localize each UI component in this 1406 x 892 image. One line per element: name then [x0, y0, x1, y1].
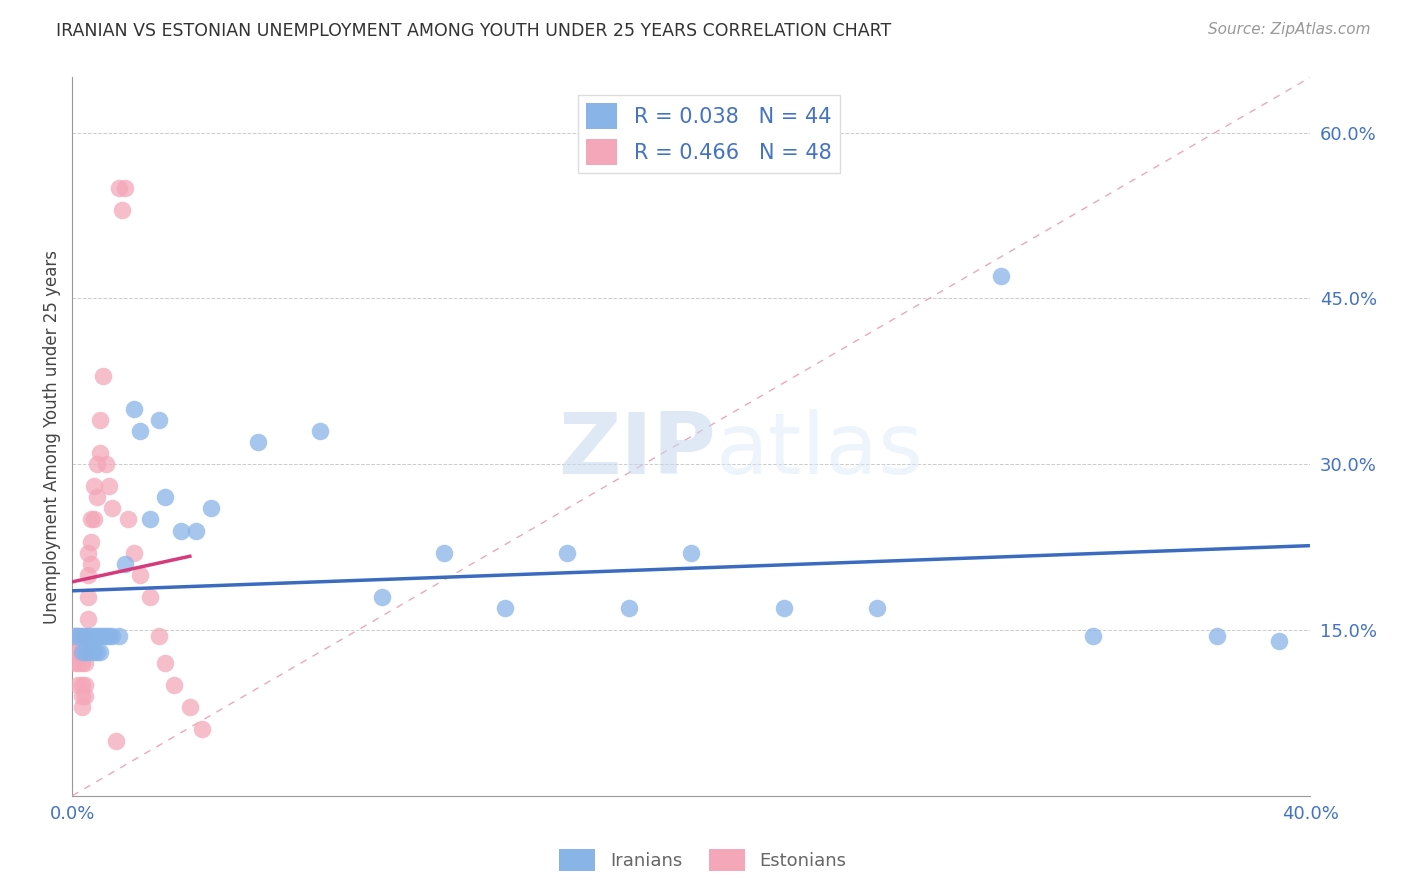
- Point: [773, 600, 796, 615]
- Point: [86, 628, 108, 642]
- Point: [73, 628, 96, 642]
- Point: [86, 457, 108, 471]
- Point: [129, 567, 152, 582]
- Point: [73, 690, 96, 704]
- Point: [83, 645, 105, 659]
- Point: [89, 446, 111, 460]
- Point: [91, 628, 114, 642]
- Point: [70, 645, 93, 659]
- Point: [138, 512, 160, 526]
- Point: [65, 656, 87, 670]
- Point: [67, 628, 90, 642]
- Text: ZIP: ZIP: [558, 409, 716, 492]
- Point: [96, 457, 118, 471]
- Point: [83, 479, 105, 493]
- Point: [432, 546, 454, 560]
- Point: [70, 690, 93, 704]
- Point: [65, 645, 87, 659]
- Point: [153, 491, 176, 505]
- Point: [179, 700, 201, 714]
- Point: [153, 656, 176, 670]
- Point: [70, 656, 93, 670]
- Point: [70, 628, 93, 642]
- Point: [1268, 634, 1291, 648]
- Point: [200, 501, 222, 516]
- Point: [122, 546, 145, 560]
- Point: [96, 628, 118, 642]
- Point: [114, 557, 136, 571]
- Point: [76, 567, 98, 582]
- Point: [80, 534, 103, 549]
- Point: [866, 600, 889, 615]
- Point: [148, 413, 170, 427]
- Point: [117, 512, 139, 526]
- Point: [67, 656, 90, 670]
- Point: [65, 628, 87, 642]
- Point: [70, 645, 93, 659]
- Point: [67, 678, 90, 692]
- Point: [86, 645, 108, 659]
- Point: [73, 656, 96, 670]
- Point: [65, 628, 87, 642]
- Point: [80, 557, 103, 571]
- Point: [1206, 628, 1229, 642]
- Point: [101, 628, 124, 642]
- Point: [86, 491, 108, 505]
- Point: [191, 723, 214, 737]
- Point: [67, 645, 90, 659]
- Point: [89, 413, 111, 427]
- Point: [104, 733, 127, 747]
- Point: [107, 628, 129, 642]
- Point: [76, 590, 98, 604]
- Point: [98, 628, 121, 642]
- Text: atlas: atlas: [716, 409, 924, 492]
- Legend: R = 0.038   N = 44, R = 0.466   N = 48: R = 0.038 N = 44, R = 0.466 N = 48: [578, 95, 841, 173]
- Point: [73, 628, 96, 642]
- Text: IRANIAN VS ESTONIAN UNEMPLOYMENT AMONG YOUTH UNDER 25 YEARS CORRELATION CHART: IRANIAN VS ESTONIAN UNEMPLOYMENT AMONG Y…: [56, 22, 891, 40]
- Legend: Iranians, Estonians: Iranians, Estonians: [553, 842, 853, 879]
- Y-axis label: Unemployment Among Youth under 25 years: Unemployment Among Youth under 25 years: [44, 250, 60, 624]
- Point: [83, 512, 105, 526]
- Point: [495, 600, 517, 615]
- Point: [148, 628, 170, 642]
- Point: [246, 435, 269, 450]
- Point: [122, 401, 145, 416]
- Point: [169, 524, 191, 538]
- Point: [129, 424, 152, 438]
- Point: [138, 590, 160, 604]
- Point: [370, 590, 392, 604]
- Point: [990, 269, 1012, 284]
- Point: [83, 628, 105, 642]
- Point: [681, 546, 703, 560]
- Point: [73, 645, 96, 659]
- Point: [76, 628, 98, 642]
- Point: [1083, 628, 1105, 642]
- Point: [70, 700, 93, 714]
- Point: [163, 678, 186, 692]
- Point: [80, 512, 103, 526]
- Point: [91, 368, 114, 383]
- Point: [111, 202, 134, 217]
- Point: [89, 645, 111, 659]
- Point: [76, 645, 98, 659]
- Point: [73, 645, 96, 659]
- Point: [67, 628, 90, 642]
- Point: [80, 628, 103, 642]
- Point: [308, 424, 330, 438]
- Point: [76, 546, 98, 560]
- Point: [76, 612, 98, 626]
- Point: [619, 600, 641, 615]
- Point: [80, 645, 103, 659]
- Point: [70, 678, 93, 692]
- Point: [89, 628, 111, 642]
- Text: Source: ZipAtlas.com: Source: ZipAtlas.com: [1208, 22, 1371, 37]
- Point: [114, 181, 136, 195]
- Point: [184, 524, 207, 538]
- Point: [98, 479, 121, 493]
- Point: [70, 628, 93, 642]
- Point: [557, 546, 579, 560]
- Point: [107, 181, 129, 195]
- Point: [101, 501, 124, 516]
- Point: [73, 678, 96, 692]
